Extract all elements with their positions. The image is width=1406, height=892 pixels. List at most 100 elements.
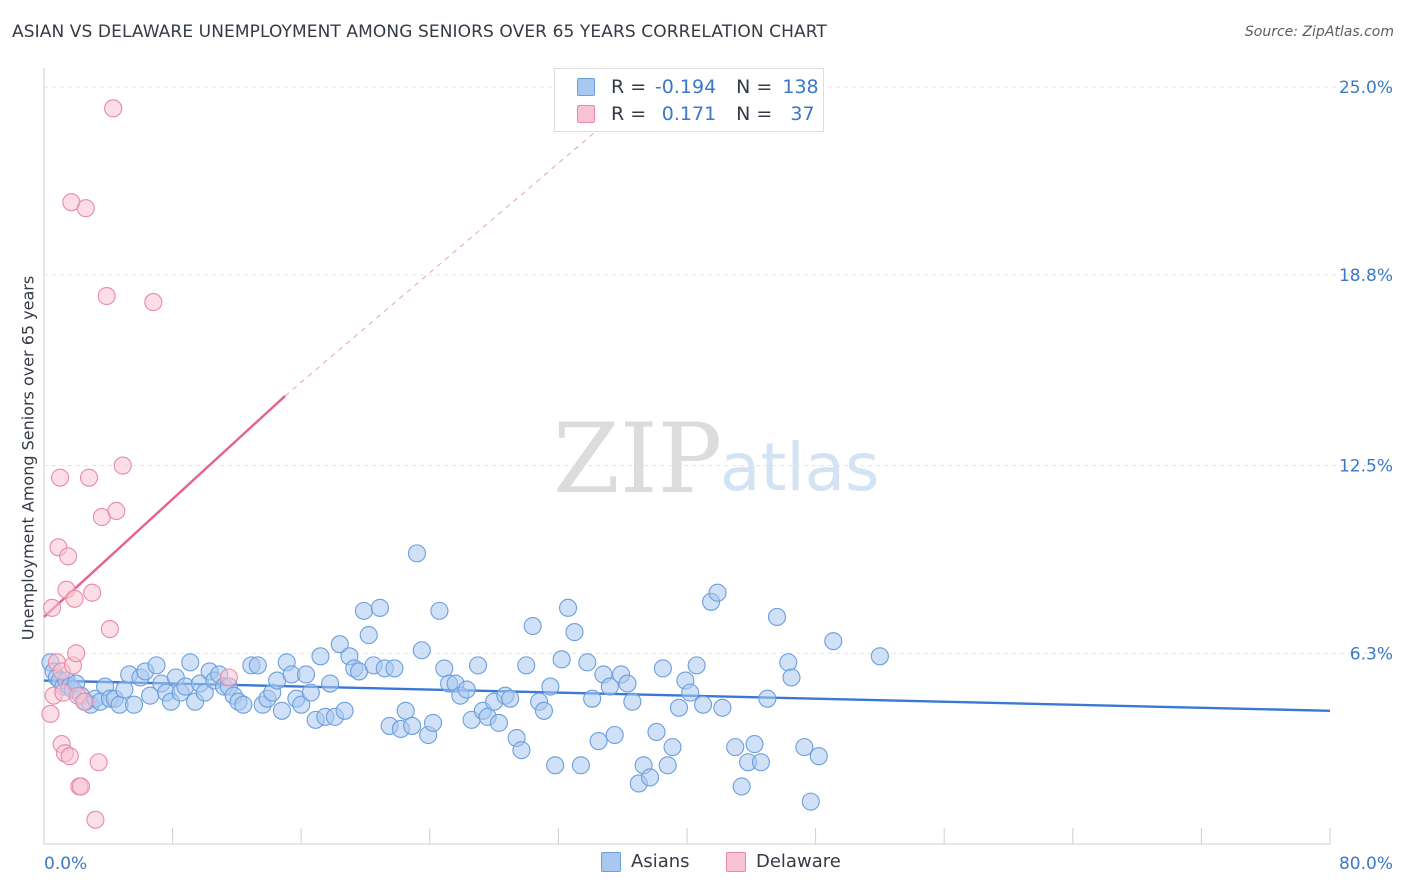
legend-n-value: 37 [790,103,815,125]
bottom-legend-label-delaware: Delaware [756,851,841,872]
point-asians [234,695,253,714]
legend-swatch-asians [577,78,595,96]
point-asians [385,659,404,678]
y-tick-label: 25.0% [1339,78,1393,98]
y-tick-label: 18.8% [1339,266,1393,286]
point-asians [523,616,542,636]
bottom-legend-delaware: Delaware [726,851,841,872]
point-asians [779,653,798,672]
point-asians [489,713,508,732]
point-delaware [113,456,132,475]
point-asians [758,689,777,708]
point-delaware [104,99,123,118]
point-delaware [79,468,99,487]
bottom-legend-swatch-asians [601,851,621,872]
point-asians [708,583,727,602]
point-asians [195,683,214,702]
point-asians [512,741,531,760]
trend-line-delaware-extension [284,80,656,397]
point-asians [600,677,619,696]
point-asians [396,701,415,720]
point-delaware [51,468,70,487]
point-asians [147,656,166,675]
point-asians [687,656,706,675]
point-asians [412,641,431,660]
x-tick-label-min: 0.0% [44,854,87,874]
source-label: Source: ZipAtlas.com [1244,24,1394,40]
point-delaware [71,777,91,796]
point-asians [321,674,340,693]
point-asians [407,544,426,563]
point-asians [726,738,745,757]
point-asians [618,674,637,693]
point-delaware [42,598,62,617]
point-asians [115,680,134,699]
point-asians [248,656,267,675]
bottom-legend-label-asians: Asians [631,851,690,872]
trend-lines [43,80,1331,712]
point-asians [751,753,770,772]
point-asians [292,695,311,714]
point-delaware [65,589,84,608]
tick-labels: 6.3% 12.5% 18.8% 25.0% 0.0% 80.0% [44,78,1393,874]
data-points [41,99,889,829]
point-asians [457,680,476,699]
point-asians [359,626,378,645]
legend-swatch-delaware [577,105,595,123]
point-asians [296,665,316,684]
y-tick-label: 12.5% [1339,457,1393,477]
point-delaware [100,620,119,639]
point-asians [669,698,689,717]
point-asians [335,701,354,720]
point-asians [653,659,672,678]
point-delaware [89,753,108,772]
point-asians [124,695,144,714]
point-asians [578,653,597,672]
point-asians [370,598,390,617]
point-asians [795,738,814,757]
point-asians [782,668,801,687]
point-delaware [86,810,105,829]
point-asians [681,683,700,702]
bottom-legend-swatch-delaware [726,851,746,872]
point-asians [181,653,200,672]
point-asians [663,738,682,757]
point-asians [767,607,787,626]
point-asians [558,598,578,617]
point-asians [694,695,713,714]
legend-r-value: -0.194 [654,76,717,98]
point-asians [330,635,349,654]
bottom-legend-asians: Asians [601,851,690,872]
point-asians [658,756,677,775]
legend-row-asians: R = -0.194 N = 138 [555,73,819,101]
point-delaware [219,668,238,687]
grid-lines [44,86,1392,654]
point-asians [745,735,764,754]
point-asians [640,768,660,787]
legend-n-value: 138 [782,76,819,98]
point-asians [605,725,624,745]
watermark-zip: ZIP [553,403,722,515]
point-asians [546,756,565,775]
point-asians [824,632,843,651]
point-asians [435,659,454,678]
point-asians [534,701,553,720]
trend-line-delaware [43,395,286,618]
point-asians [870,647,889,666]
point-asians [501,689,520,708]
point-asians [647,722,666,742]
legend-r-label: R = [611,103,647,125]
point-delaware [144,293,163,312]
point-asians [623,692,642,711]
watermark-atlas: atlas [720,429,880,506]
point-asians [311,647,330,666]
legend-n-label: N = [736,76,773,98]
legend-n-label: N = [736,103,773,125]
point-asians [552,650,571,669]
point-delaware [97,286,116,306]
point-asians [801,792,820,811]
point-asians [301,683,320,702]
point-delaware [75,692,94,711]
point-asians [354,601,373,620]
